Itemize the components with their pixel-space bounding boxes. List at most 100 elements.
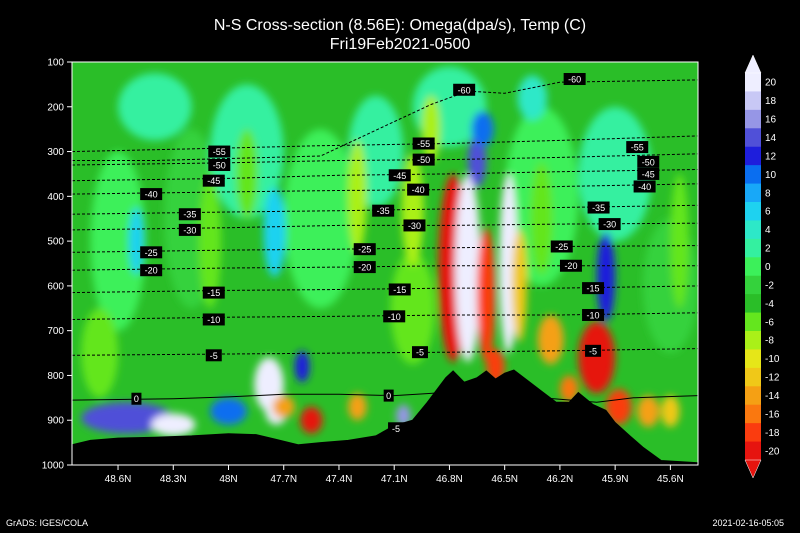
x-tick-label: 47.7N: [270, 474, 297, 485]
colorbar-swatch: [745, 128, 761, 148]
omega-blob: [637, 395, 660, 427]
colorbar-label: 18: [765, 96, 777, 107]
omega-blob: [81, 308, 119, 398]
omega-blob: [348, 140, 367, 253]
contour-label: -45: [393, 171, 406, 181]
plot-frame: [71, 61, 699, 466]
contour-label-box: [202, 313, 225, 326]
temperature-contour: [72, 348, 698, 356]
colorbar-label: -20: [765, 446, 780, 457]
temperature-contour: [72, 265, 698, 271]
x-tick-label: 46.2N: [547, 474, 574, 485]
colorbar-swatch: [745, 331, 761, 350]
omega-blob: [537, 314, 564, 365]
terrain: [72, 369, 698, 465]
contour-label: -5: [392, 424, 400, 434]
colorbar-swatch: [745, 441, 761, 461]
colorbar-swatch: [745, 312, 761, 332]
contour-label: -50: [417, 155, 430, 165]
contour-label-box: [403, 219, 426, 232]
omega-blob: [512, 229, 527, 342]
omega-blob: [348, 393, 367, 421]
contour-label-box: [563, 73, 586, 86]
omega-blob: [477, 227, 496, 363]
colorbar-label: -2: [765, 280, 774, 291]
omega-blob: [129, 207, 144, 275]
omega-blob: [596, 232, 616, 322]
contour-label-box: [412, 137, 435, 150]
contour-label: -40: [412, 185, 425, 195]
temperature-contour: [72, 245, 698, 253]
omega-blob: [530, 162, 553, 275]
x-tick-label: 48.3N: [160, 474, 187, 485]
omega-blob: [471, 111, 494, 148]
contour-label-box: [131, 392, 142, 405]
timestamp-text: 2021-02-16-05:05: [712, 518, 784, 528]
omega-blob: [605, 388, 632, 425]
contour-label-box: [140, 188, 163, 201]
colorbar-swatch: [745, 183, 761, 203]
x-tick-label: 47.4N: [326, 474, 353, 485]
contour-label: -35: [377, 206, 390, 216]
contour-label-box: [637, 155, 660, 168]
y-tick-label: 300: [47, 147, 64, 158]
omega-blob: [661, 395, 680, 427]
colorbar-label: 10: [765, 170, 777, 181]
omega-blob: [421, 95, 441, 163]
contour-label: -45: [642, 169, 655, 179]
contour-label: -45: [207, 176, 220, 186]
x-tick-label: 48.6N: [105, 474, 132, 485]
y-tick-label: 600: [47, 281, 64, 292]
contour-label: -50: [642, 157, 655, 167]
contour-label-box: [205, 349, 222, 362]
contour-label: -55: [631, 143, 644, 153]
colorbar-label: 12: [765, 151, 777, 162]
contour-label-box: [202, 286, 225, 299]
contour-label-box: [372, 204, 395, 217]
contour-label-box: [559, 259, 582, 272]
contour-label-box: [383, 310, 406, 323]
contour-label-box: [407, 183, 430, 196]
colorbar-swatch: [745, 257, 761, 277]
contour-label-box: [453, 83, 476, 96]
omega-blob: [559, 375, 579, 403]
omega-blob: [670, 173, 689, 309]
contour-label-box: [598, 218, 621, 231]
y-tick-label: 700: [47, 326, 64, 337]
temperature-contour: [72, 153, 698, 166]
contour-label-box: [411, 346, 428, 359]
colorbar-label: -4: [765, 299, 774, 310]
colorbar-label: 20: [765, 78, 777, 89]
colorbar-label: -18: [765, 428, 780, 439]
contour-label: -5: [589, 346, 597, 356]
contour-label: -40: [145, 190, 158, 200]
colorbar-swatch: [745, 91, 761, 111]
field-blobs: [81, 66, 698, 436]
omega-blob: [467, 133, 487, 188]
contour-label-box: [587, 201, 610, 214]
temperature-contour: [72, 222, 698, 231]
contour-label: -35: [183, 210, 196, 220]
colorbar-label: 6: [765, 207, 771, 218]
colorbar-label: 2: [765, 244, 771, 255]
colorbar-label: 4: [765, 225, 771, 236]
omega-blob: [235, 129, 258, 219]
colorbar-swatch: [745, 165, 761, 185]
colorbar-label: 0: [765, 262, 771, 273]
contour-label: -55: [213, 147, 226, 157]
y-tick-label: 1000: [42, 461, 65, 472]
colorbar-swatch: [745, 109, 761, 129]
contour-label: -40: [638, 182, 651, 192]
colorbar-label: 8: [765, 188, 771, 199]
temperature-contour: [72, 204, 698, 215]
contour-label: -55: [417, 139, 430, 149]
contour-label: -20: [358, 263, 371, 273]
contour-label: -20: [564, 261, 577, 271]
contour-label: -5: [210, 351, 218, 361]
y-axis: 100 200 300 400 500 600 700 800 900 1000: [42, 58, 72, 472]
contour-label: -15: [587, 284, 600, 294]
x-tick-label: 48N: [219, 474, 237, 485]
omega-blob: [81, 402, 174, 434]
contour-label-box: [585, 344, 602, 357]
